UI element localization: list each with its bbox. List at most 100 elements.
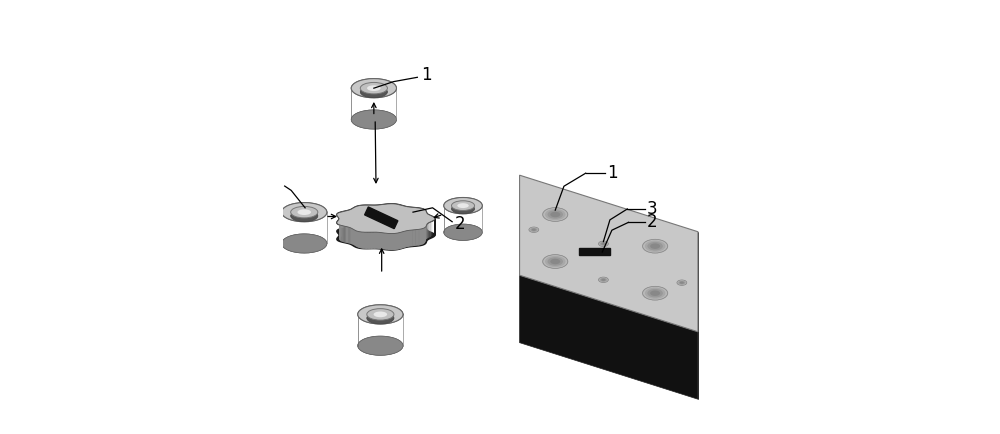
- Polygon shape: [421, 228, 423, 245]
- Polygon shape: [381, 233, 383, 250]
- Polygon shape: [375, 233, 378, 249]
- Polygon shape: [348, 227, 350, 244]
- Polygon shape: [380, 305, 403, 355]
- Polygon shape: [463, 198, 482, 241]
- Polygon shape: [374, 79, 396, 130]
- Polygon shape: [342, 226, 343, 243]
- Polygon shape: [337, 204, 435, 234]
- Ellipse shape: [367, 86, 381, 92]
- Polygon shape: [409, 230, 412, 247]
- Ellipse shape: [360, 83, 387, 95]
- Ellipse shape: [600, 243, 606, 246]
- Polygon shape: [363, 233, 366, 250]
- Polygon shape: [353, 229, 355, 246]
- Ellipse shape: [545, 209, 565, 220]
- Polygon shape: [424, 227, 425, 244]
- Ellipse shape: [680, 282, 684, 284]
- Polygon shape: [360, 232, 363, 249]
- Polygon shape: [395, 233, 398, 250]
- Polygon shape: [403, 231, 406, 248]
- Polygon shape: [424, 226, 425, 243]
- Polygon shape: [389, 234, 392, 250]
- Ellipse shape: [529, 227, 539, 233]
- Polygon shape: [378, 233, 381, 249]
- Polygon shape: [399, 233, 402, 250]
- Polygon shape: [392, 234, 395, 250]
- Polygon shape: [377, 233, 379, 249]
- Ellipse shape: [451, 204, 475, 214]
- Polygon shape: [411, 230, 413, 247]
- Polygon shape: [352, 228, 354, 245]
- Ellipse shape: [351, 79, 396, 99]
- Ellipse shape: [548, 258, 563, 266]
- Polygon shape: [369, 233, 372, 250]
- Polygon shape: [356, 230, 358, 247]
- Polygon shape: [365, 233, 367, 250]
- Ellipse shape: [531, 229, 537, 232]
- Ellipse shape: [642, 240, 668, 254]
- Polygon shape: [366, 233, 369, 250]
- Polygon shape: [349, 227, 351, 244]
- Ellipse shape: [457, 204, 469, 209]
- Ellipse shape: [550, 212, 560, 218]
- Ellipse shape: [598, 241, 608, 247]
- Polygon shape: [400, 232, 403, 249]
- Polygon shape: [424, 226, 425, 243]
- Ellipse shape: [444, 225, 482, 241]
- Polygon shape: [408, 230, 410, 247]
- Ellipse shape: [358, 336, 403, 355]
- Ellipse shape: [642, 286, 668, 301]
- Polygon shape: [520, 176, 698, 332]
- Polygon shape: [341, 225, 342, 243]
- Polygon shape: [374, 233, 376, 249]
- Polygon shape: [346, 227, 347, 243]
- Polygon shape: [388, 234, 390, 250]
- Polygon shape: [414, 230, 416, 247]
- Polygon shape: [407, 230, 409, 247]
- Polygon shape: [398, 233, 400, 250]
- Ellipse shape: [367, 309, 394, 320]
- Polygon shape: [354, 229, 356, 246]
- Polygon shape: [343, 226, 345, 243]
- Polygon shape: [359, 232, 362, 249]
- Polygon shape: [357, 231, 360, 248]
- Polygon shape: [354, 230, 356, 247]
- Ellipse shape: [444, 198, 482, 214]
- Ellipse shape: [550, 259, 560, 265]
- Polygon shape: [418, 229, 420, 246]
- Polygon shape: [419, 229, 421, 246]
- Polygon shape: [372, 233, 375, 249]
- Polygon shape: [368, 233, 370, 250]
- Polygon shape: [382, 233, 385, 250]
- Ellipse shape: [529, 227, 539, 233]
- Polygon shape: [362, 232, 364, 249]
- Ellipse shape: [645, 241, 665, 252]
- Polygon shape: [406, 231, 408, 248]
- Polygon shape: [401, 232, 404, 249]
- Polygon shape: [444, 198, 463, 241]
- Ellipse shape: [543, 255, 568, 269]
- Polygon shape: [423, 227, 425, 244]
- Polygon shape: [412, 230, 414, 247]
- Ellipse shape: [374, 312, 387, 318]
- Polygon shape: [520, 276, 698, 399]
- Polygon shape: [347, 227, 348, 244]
- Polygon shape: [405, 231, 407, 248]
- Ellipse shape: [678, 281, 686, 285]
- Ellipse shape: [548, 211, 563, 219]
- Polygon shape: [420, 228, 422, 246]
- Polygon shape: [350, 227, 352, 245]
- Polygon shape: [385, 233, 387, 250]
- Ellipse shape: [542, 255, 568, 269]
- Ellipse shape: [601, 243, 605, 245]
- Text: 2: 2: [647, 213, 657, 230]
- Polygon shape: [579, 249, 610, 256]
- Ellipse shape: [360, 87, 387, 99]
- Ellipse shape: [598, 241, 609, 247]
- Ellipse shape: [282, 234, 327, 253]
- Polygon shape: [337, 204, 435, 250]
- Ellipse shape: [367, 312, 394, 324]
- Ellipse shape: [643, 240, 668, 253]
- Text: 1: 1: [607, 164, 618, 181]
- Ellipse shape: [282, 203, 327, 222]
